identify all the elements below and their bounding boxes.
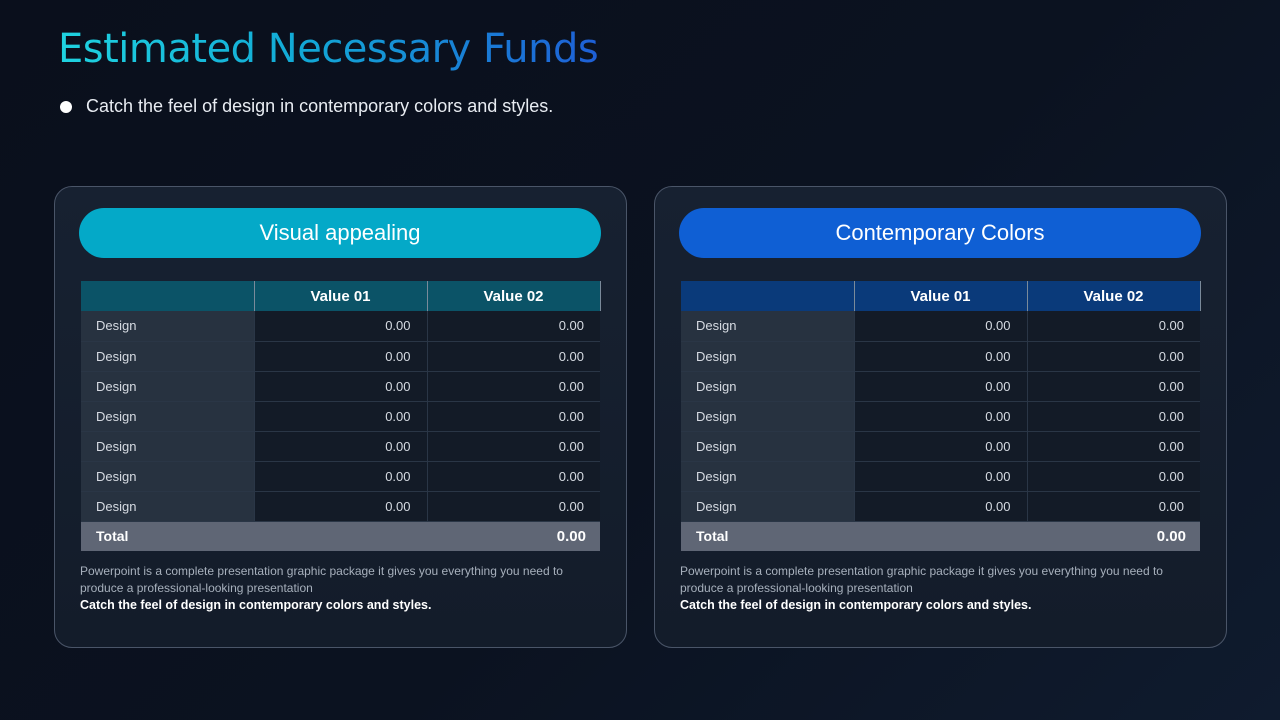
row-label: Design: [81, 371, 254, 402]
row-label: Design: [681, 371, 854, 402]
row-value-01: 0.00: [253, 461, 427, 492]
table-row: Design 0.00 0.00: [81, 491, 600, 522]
row-label: Design: [81, 461, 254, 492]
row-value-01: 0.00: [253, 401, 427, 432]
row-value-01: 0.00: [853, 341, 1027, 372]
row-value-02: 0.00: [426, 461, 600, 492]
row-label: Design: [81, 431, 254, 462]
table-header-row: Value 01 Value 02: [681, 281, 1201, 311]
table-row: Design 0.00 0.00: [81, 401, 600, 432]
row-label: Design: [81, 341, 254, 372]
table-header-row: Value 01 Value 02: [81, 281, 601, 311]
row-value-01: 0.00: [253, 431, 427, 462]
row-label: Design: [681, 341, 854, 372]
bullet-point: Catch the feel of design in contemporary…: [60, 96, 553, 117]
row-value-02: 0.00: [1026, 401, 1200, 432]
row-value-01: 0.00: [853, 371, 1027, 402]
table-row: Design 0.00 0.00: [681, 341, 1200, 372]
row-value-02: 0.00: [1026, 491, 1200, 522]
row-value-01: 0.00: [853, 431, 1027, 462]
row-label: Design: [681, 431, 854, 462]
row-value-01: 0.00: [853, 491, 1027, 522]
row-value-02: 0.00: [1026, 431, 1200, 462]
row-value-01: 0.00: [853, 311, 1027, 342]
table-row: Design 0.00 0.00: [681, 491, 1200, 522]
funds-table: Value 01 Value 02 Design 0.00 0.00 Design 0…: [81, 281, 601, 551]
header-cell-empty: [81, 281, 255, 311]
row-value-01: 0.00: [253, 341, 427, 372]
table-row: Design 0.00 0.00: [681, 431, 1200, 462]
row-label: Design: [81, 311, 254, 342]
row-value-02: 0.00: [1026, 371, 1200, 402]
row-label: Design: [681, 461, 854, 492]
row-value-02: 0.00: [1026, 461, 1200, 492]
row-label: Design: [81, 401, 254, 432]
row-value-02: 0.00: [1026, 341, 1200, 372]
total-value: 0.00: [254, 521, 600, 551]
total-label: Total: [81, 521, 254, 551]
card-heading: Visual appealing: [79, 208, 601, 258]
row-label: Design: [681, 311, 854, 342]
card-description: Powerpoint is a complete presentation gr…: [680, 564, 1163, 595]
table-row: Design 0.00 0.00: [81, 461, 600, 492]
row-label: Design: [81, 491, 254, 522]
row-value-02: 0.00: [426, 341, 600, 372]
card-visual-appealing: Visual appealing Value 01 Value 02 Desig…: [54, 186, 627, 648]
card-tagline: Catch the feel of design in contemporary…: [680, 598, 1032, 612]
table-row: Design 0.00 0.00: [681, 401, 1200, 432]
slide-title: Estimated Necessary Funds: [58, 26, 599, 72]
total-value: 0.00: [854, 521, 1200, 551]
table-row: Design 0.00 0.00: [681, 461, 1200, 492]
row-value-02: 0.00: [426, 491, 600, 522]
card-heading: Contemporary Colors: [679, 208, 1201, 258]
table-row: Design 0.00 0.00: [681, 371, 1200, 402]
row-value-02: 0.00: [426, 311, 600, 342]
row-value-02: 0.00: [426, 431, 600, 462]
row-label: Design: [681, 491, 854, 522]
row-value-02: 0.00: [1026, 311, 1200, 342]
row-value-01: 0.00: [253, 491, 427, 522]
header-value-01: Value 01: [254, 281, 428, 311]
table-row: Design 0.00 0.00: [81, 371, 600, 402]
header-value-01: Value 01: [854, 281, 1028, 311]
row-value-01: 0.00: [853, 461, 1027, 492]
header-value-02: Value 02: [1027, 281, 1201, 311]
row-value-02: 0.00: [426, 401, 600, 432]
row-value-01: 0.00: [853, 401, 1027, 432]
card-tagline: Catch the feel of design in contemporary…: [80, 598, 432, 612]
bullet-text: Catch the feel of design in contemporary…: [86, 96, 554, 116]
row-value-01: 0.00: [253, 311, 427, 342]
total-row: Total 0.00: [81, 521, 600, 551]
table-row: Design 0.00 0.00: [81, 311, 600, 342]
table-row: Design 0.00 0.00: [81, 431, 600, 462]
row-value-02: 0.00: [426, 371, 600, 402]
header-cell-empty: [681, 281, 855, 311]
total-row: Total 0.00: [681, 521, 1200, 551]
row-value-01: 0.00: [253, 371, 427, 402]
funds-table: Value 01 Value 02 Design 0.00 0.00 Design 0…: [681, 281, 1201, 551]
total-label: Total: [681, 521, 854, 551]
table-row: Design 0.00 0.00: [681, 311, 1200, 342]
card-description: Powerpoint is a complete presentation gr…: [80, 564, 563, 595]
bullet-dot-icon: [60, 100, 72, 113]
row-label: Design: [681, 401, 854, 432]
card-contemporary-colors: Contemporary Colors Value 01 Value 02 De…: [654, 186, 1227, 648]
header-value-02: Value 02: [427, 281, 601, 311]
table-row: Design 0.00 0.00: [81, 341, 600, 372]
